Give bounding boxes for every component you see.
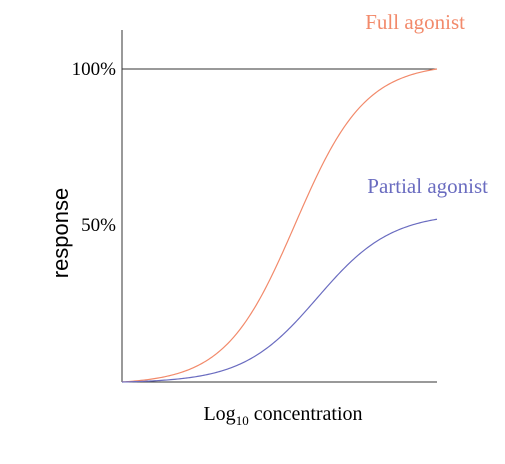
y-axis-label: response <box>48 188 73 279</box>
x-axis-label-subscript: 10 <box>236 413 249 428</box>
x-axis-label-base: Log <box>203 403 235 425</box>
full-agonist-label: Full agonist <box>365 10 465 34</box>
y-tick-50-label: 50% <box>81 215 116 236</box>
full-agonist-curve <box>121 68 438 383</box>
partial-agonist-label: Partial agonist <box>367 174 488 198</box>
y-tick-100-label: 100% <box>72 59 117 80</box>
x-axis-label-rest: concentration <box>249 403 363 425</box>
partial-agonist-curve <box>121 218 438 383</box>
x-axis-label: Log10 concentration <box>203 403 362 428</box>
